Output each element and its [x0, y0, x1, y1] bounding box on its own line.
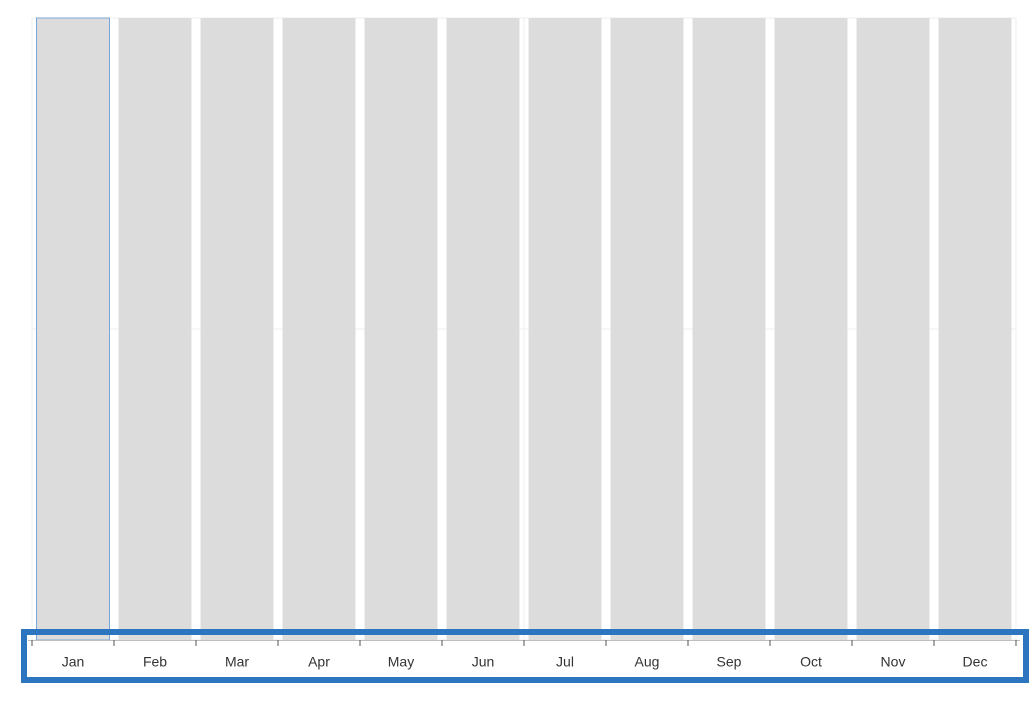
- bar-column: [529, 18, 602, 640]
- bar-column: [365, 18, 438, 640]
- x-axis-label: Sep: [717, 653, 742, 669]
- bar-column: [201, 18, 274, 640]
- x-axis-label: Mar: [225, 653, 249, 669]
- x-axis-label: Oct: [800, 653, 822, 669]
- x-axis-label: May: [388, 653, 414, 669]
- bar-column: [611, 18, 684, 640]
- bar-column: [775, 18, 848, 640]
- x-axis-label: Jul: [556, 653, 574, 669]
- bar-column: [447, 18, 520, 640]
- x-axis-label: Nov: [881, 653, 906, 669]
- x-axis-label: Aug: [635, 653, 660, 669]
- x-axis-label: Feb: [143, 653, 167, 669]
- x-axis-label: Apr: [308, 653, 330, 669]
- x-axis-label: Jun: [472, 653, 495, 669]
- bar-column: [693, 18, 766, 640]
- bar-column: [857, 18, 930, 640]
- bar-column: [939, 18, 1012, 640]
- x-axis-label: Jan: [62, 653, 85, 669]
- x-axis-label: Dec: [963, 653, 988, 669]
- bar-column-selected: [37, 18, 110, 640]
- bar-column: [119, 18, 192, 640]
- month-bar-chart: Jan Feb Mar Apr May Jun Jul Aug Sep Oct Nov Dec: [0, 0, 1036, 702]
- bar-column: [283, 18, 356, 640]
